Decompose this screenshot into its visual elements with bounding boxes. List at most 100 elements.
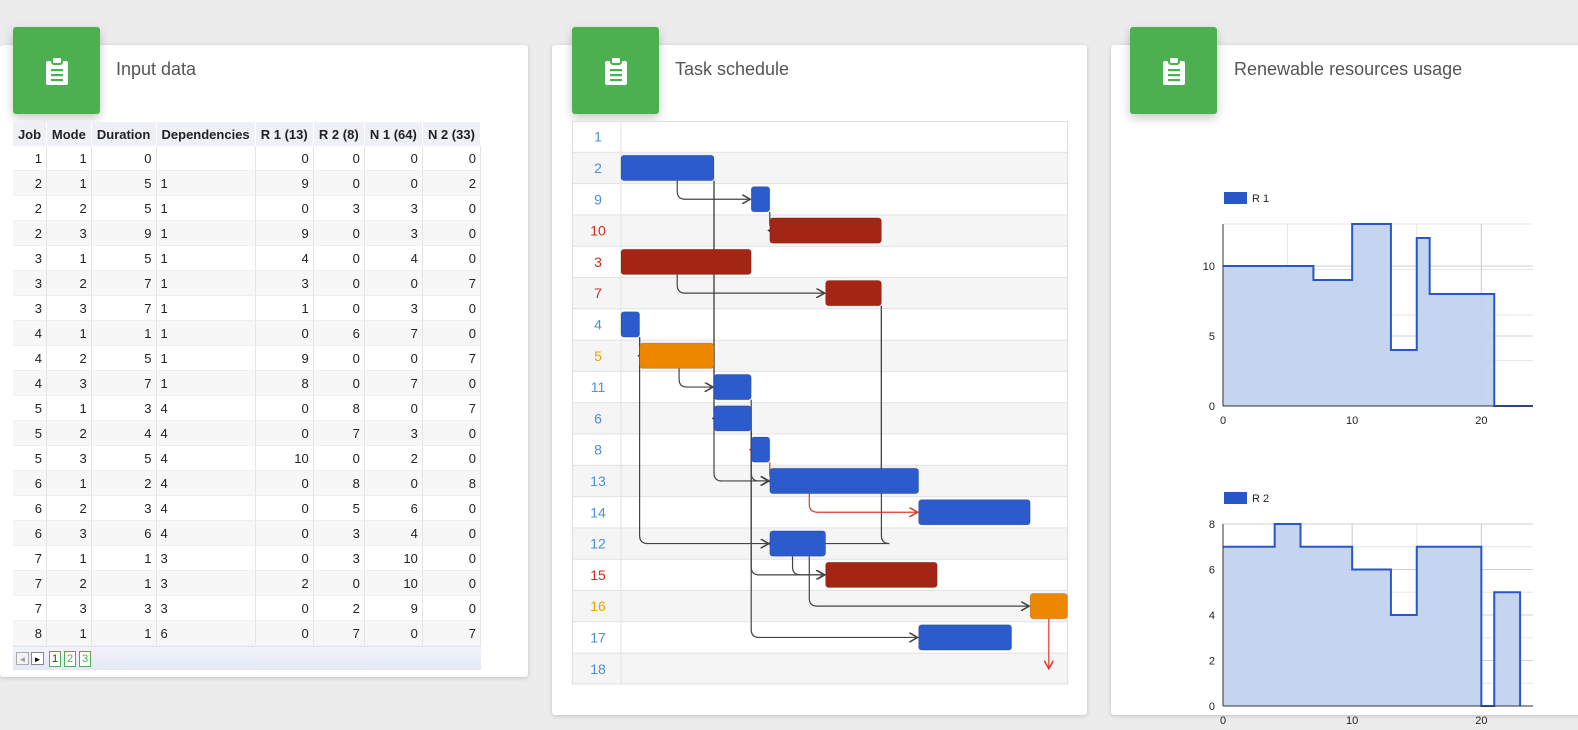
column-header[interactable]: Job [13,122,47,146]
gantt-row-bg [572,371,1068,403]
y-tick-label: 2 [1209,656,1215,668]
table-cell: 2 [46,195,92,221]
table-cell: 4 [91,420,157,446]
table-cell: 0 [313,170,365,196]
table-cell: 4 [13,320,47,346]
table-cell: 6 [13,470,47,496]
task-bar[interactable] [1029,593,1068,620]
task-bar[interactable] [750,186,771,213]
gantt-row-label: 18 [590,661,606,677]
column-header[interactable]: R 1 (13) [255,122,314,146]
table-cell: 1 [46,170,92,196]
task-bar[interactable] [769,217,882,244]
table-cell: 3 [156,570,256,596]
task-bar[interactable] [713,405,752,432]
legend-swatch [1224,192,1247,204]
page-button-2[interactable]: 2 [64,650,76,667]
table-cell: 0 [313,370,365,396]
column-header[interactable]: Dependencies [156,122,256,146]
table-cell: 8 [422,470,482,496]
table-cell: 0 [364,620,423,646]
table-cell: 5 [13,445,47,471]
gantt-row-bg [572,308,1068,341]
column-header[interactable]: Mode [46,122,92,146]
column-header[interactable]: N 2 (33) [422,122,482,146]
table-cell: 0 [255,520,314,546]
task-bar[interactable] [620,248,752,275]
gantt-row-label: 11 [591,379,606,395]
table-cell: 5 [91,245,157,271]
prev-page-button[interactable]: ◄ [16,652,29,665]
table-cell: 3 [313,545,365,571]
table-cell: 3 [46,220,92,246]
table-cell: 0 [364,146,423,171]
task-bar[interactable] [825,561,938,589]
page-button-1[interactable]: 1 [49,650,61,667]
table-cell: 2 [13,170,47,196]
next-page-button[interactable]: ► [31,652,44,665]
table-cell: 0 [422,570,482,596]
table-cell: 3 [46,370,92,396]
dependency-arrow [678,368,713,387]
legend-swatch [1224,492,1247,504]
page-button-3[interactable]: 3 [79,650,91,667]
table-cell: 0 [255,146,314,171]
table-cell: 10 [364,570,423,596]
table-cell: 3 [13,295,47,321]
table-cell: 1 [46,470,92,496]
table-cell: 2 [313,595,365,621]
gantt-row-bg [572,183,1068,215]
task-bar[interactable] [620,154,715,182]
column-header[interactable]: N 1 (64) [364,122,423,146]
table-cell: 3 [156,545,256,571]
task-bar[interactable] [639,342,715,369]
table-cell: 4 [156,395,256,421]
task-bar[interactable] [769,530,827,557]
table-cell: 4 [156,420,256,446]
task-bar[interactable] [769,467,920,495]
card-title: Renewable resources usage [1234,59,1463,79]
table-cell: 1 [91,620,157,646]
resources-usage-card: Renewable resources usage R 1 0 5 10 0 10 20 R… [1111,27,1578,727]
table-cell: 5 [313,495,365,521]
dependency-arrow [750,399,769,481]
clipboard-icon [13,27,100,114]
table-cell: 7 [313,420,365,446]
table-cell: 0 [313,445,365,471]
table-cell: 5 [91,445,157,471]
table-cell: 7 [91,295,157,321]
table-cell: 4 [156,495,256,521]
table-cell: 0 [422,146,482,171]
dependency-arrow [750,431,917,637]
table-cell: 1 [46,545,92,571]
column-header[interactable]: R 2 (8) [313,122,365,146]
legend-label: R 1 [1252,193,1269,205]
table-cell: 0 [422,245,482,271]
gantt-row-bg [572,653,1068,685]
task-bar[interactable] [620,311,641,338]
table-cell: 0 [422,520,482,546]
table-cell: 1 [46,146,92,171]
table-cell: 4 [13,345,47,371]
table-cell: 0 [255,470,314,496]
gantt-row-label: 14 [590,504,606,520]
gantt-row-label: 4 [594,316,602,332]
column-header[interactable]: Duration [91,122,157,146]
task-bar[interactable] [825,280,882,307]
dependency-arrow [769,305,890,544]
task-bar[interactable] [713,373,752,401]
table-cell: 0 [313,146,365,171]
table-cell: 5 [13,420,47,446]
task-bar[interactable] [918,499,1031,526]
task-bar[interactable] [918,624,1013,651]
table-cell: 9 [364,595,423,621]
table-row: 7 2 1 3 2 0 10 0 [13,570,482,596]
task-bar[interactable] [750,436,771,463]
table-cell: 3 [156,595,256,621]
table-cell: 3 [46,295,92,321]
